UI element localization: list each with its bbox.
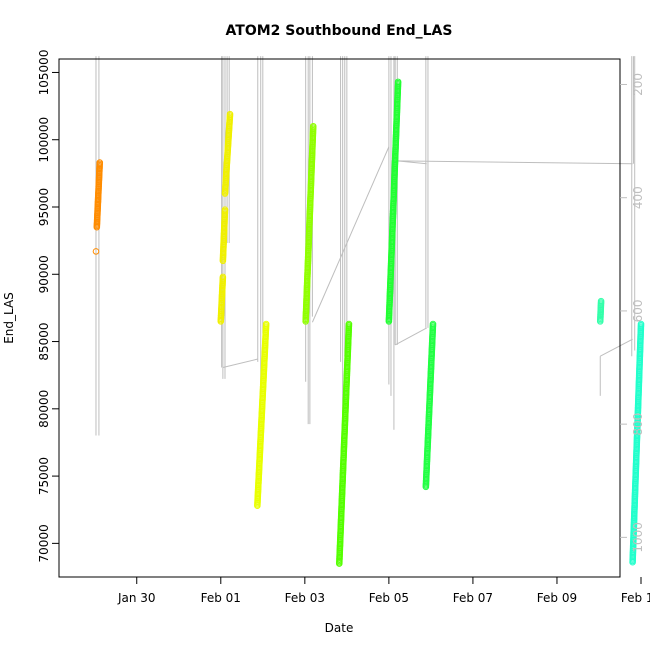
data-point	[262, 320, 270, 328]
data-point	[309, 122, 317, 130]
series-pass-5	[335, 320, 353, 567]
x-axis-title: Date	[325, 621, 354, 635]
data-point	[226, 110, 234, 118]
series-pass-4	[302, 122, 317, 325]
data-point-outlier	[92, 248, 100, 255]
data-point	[394, 78, 402, 86]
x-tick-label: Feb 07	[453, 591, 493, 605]
grey-line-29	[397, 160, 633, 165]
x-tick-label: Feb 09	[537, 591, 577, 605]
x-tick-label: Feb 03	[285, 591, 325, 605]
series-pass-8	[596, 297, 605, 325]
y-tick-label: 75000	[37, 457, 51, 495]
y-axis-title: End_LAS	[2, 292, 16, 344]
series-pass-2b	[219, 206, 229, 265]
x-tick-label: Feb 01	[201, 591, 241, 605]
y2-tick-label: 1000	[631, 522, 645, 553]
series-pass-2c	[221, 110, 234, 197]
secondary-y-axis: 200 400 600 800 1000	[620, 73, 645, 553]
series-pass-9	[629, 320, 645, 566]
y-tick-label: 105000	[37, 50, 51, 96]
series-pass-2a	[217, 273, 227, 325]
grey-line-31	[600, 338, 633, 357]
data-point	[221, 206, 229, 213]
points-layer	[92, 78, 645, 567]
chart-title: ATOM2 Southbound End_LAS	[226, 23, 453, 39]
data-point	[96, 159, 104, 166]
x-tick-label: Jan 30	[117, 591, 156, 605]
x-tick-label: Feb 11	[621, 591, 650, 605]
data-point	[429, 320, 437, 328]
series-pass-6	[385, 78, 402, 325]
y2-tick-label: 200	[631, 73, 645, 96]
data-point	[219, 273, 227, 281]
y-tick-label: 80000	[37, 390, 51, 428]
x-axis: Jan 30 Feb 01 Feb 03 Feb 05 Feb 07 Feb 09 Feb …	[117, 577, 650, 605]
y-tick-label: 100000	[37, 117, 51, 163]
y2-tick-label: 600	[631, 299, 645, 322]
y2-tick-label: 800	[631, 413, 645, 436]
y-tick-label: 90000	[37, 255, 51, 293]
y-tick-label: 85000	[37, 322, 51, 360]
series-pass-7	[422, 320, 437, 491]
data-point	[597, 297, 605, 305]
y-tick-label: 95000	[37, 188, 51, 226]
series-pass-3	[254, 320, 270, 509]
grey-line-15	[311, 146, 390, 323]
y-tick-label: 70000	[37, 524, 51, 562]
y-axis: 70000 75000 80000 85000 90000 95000 100000 1050…	[37, 50, 60, 562]
series-pass-1	[92, 159, 104, 255]
data-point	[345, 320, 353, 328]
y2-tick-label: 400	[631, 186, 645, 209]
data-point	[637, 320, 645, 328]
x-tick-label: Feb 05	[369, 591, 409, 605]
grey-line-25	[394, 327, 427, 346]
grey-line-7	[222, 358, 258, 369]
